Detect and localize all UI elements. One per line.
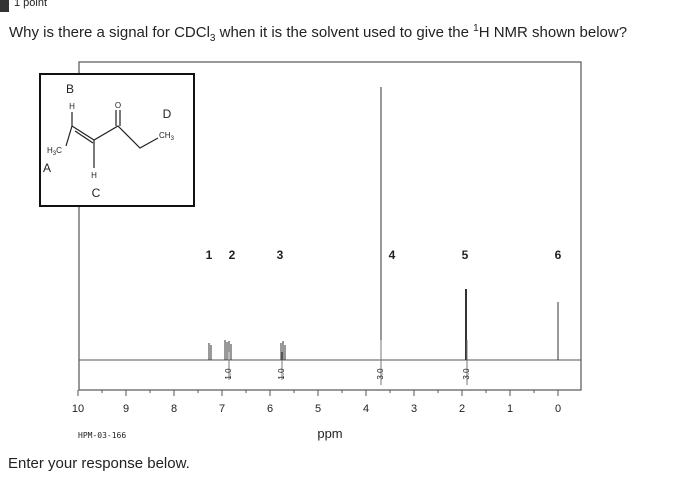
subscript: 3 <box>210 33 216 44</box>
axis-tick-label: 0 <box>555 403 561 415</box>
bonds <box>65 110 159 168</box>
plot-frame <box>78 61 582 391</box>
spectrum <box>78 61 582 391</box>
label-a: A <box>43 161 51 175</box>
atom-h: H <box>91 171 97 180</box>
subscript: 3 <box>171 136 175 142</box>
peak-label: 3 <box>277 248 284 262</box>
points-marker <box>0 0 9 12</box>
h3c: H3C <box>47 146 62 157</box>
peak <box>208 340 286 360</box>
atom: CH <box>159 131 171 140</box>
axis-tick-label: 2 <box>459 403 465 415</box>
label-d: D <box>163 107 172 121</box>
peak-label: 2 <box>229 248 236 262</box>
atom-o: O <box>115 101 121 110</box>
label-b: B <box>66 82 74 96</box>
peak-label: 6 <box>555 248 562 262</box>
axis-tick-label: 1 <box>507 403 513 415</box>
molecule: B H O D CH3 H3C A H C <box>39 73 195 207</box>
axis-tick-label: 4 <box>363 403 369 415</box>
atom: C <box>56 146 62 155</box>
question-text: H NMR shown below? <box>479 24 627 41</box>
atom: H <box>47 146 53 155</box>
axis-tick-label: 10 <box>72 403 84 415</box>
peak-label: 1 <box>206 248 213 262</box>
points: 1 point <box>14 0 47 9</box>
sample-id: HPM-03-166 <box>78 431 126 440</box>
peak-label: 5 <box>462 248 469 262</box>
superscript: 1 <box>473 23 479 34</box>
integration-label: 1.0 <box>224 368 233 380</box>
prompt: Enter your response below. <box>8 455 190 472</box>
integration-label: 1.0 <box>277 368 286 380</box>
axis-tick-label: 8 <box>171 403 177 415</box>
question-text: Why is there a signal for CDCl <box>9 24 210 41</box>
axis-tick-label: 3 <box>411 403 417 415</box>
axis-tick-label: 9 <box>123 403 129 415</box>
spectrum-labels: 1 2 3 4 5 61.0 1.0 3.0 3.010 9 8 7 6 5 4 3 2 1 0 <box>72 248 562 415</box>
atom-h: H <box>69 102 75 111</box>
ch3: CH3 <box>159 131 175 142</box>
label-c: C <box>92 186 101 200</box>
axis-tick-label: 5 <box>315 403 321 415</box>
molecule-box <box>39 73 195 207</box>
subscript: 3 <box>53 151 57 157</box>
integration-curve <box>228 340 468 385</box>
peak-label: 4 <box>389 248 396 262</box>
axis-label: ppm <box>317 426 342 441</box>
axis-tick-label: 6 <box>267 403 273 415</box>
question-text: when it is the solvent used to give the <box>215 24 473 41</box>
axis-tick-label: 7 <box>219 403 225 415</box>
integration-label: 3.0 <box>376 368 385 380</box>
integration-label: 3.0 <box>462 368 471 380</box>
question: Why is there a signal for CDCl3 when it … <box>9 23 627 44</box>
